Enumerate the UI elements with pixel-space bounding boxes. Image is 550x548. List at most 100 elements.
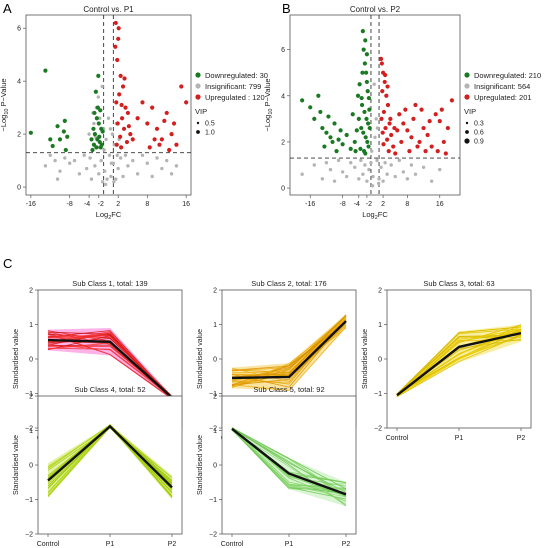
insig-point (112, 180, 116, 184)
insig-point (381, 179, 385, 183)
y-tick-label-2: 4 (281, 93, 285, 100)
y-axis-label: Standardised value (362, 329, 369, 389)
up-point (159, 137, 164, 142)
down-point (364, 79, 370, 85)
insig-point (105, 177, 109, 181)
up-point (384, 93, 389, 98)
insig-point (93, 164, 97, 168)
insig-point (421, 165, 426, 170)
y-tick-label-4: 2 (29, 394, 33, 401)
x-tick-label-0: -16 (26, 201, 36, 208)
up-point (449, 98, 455, 103)
down-point (363, 135, 368, 140)
legend-label-up: Upregulated: 201 (474, 93, 532, 102)
insig-point (58, 169, 62, 173)
insig-point (429, 179, 434, 183)
vip-legend-label-1: 1.0 (205, 130, 215, 137)
insig-point (438, 167, 442, 172)
insig-point (63, 156, 67, 160)
insig-point (92, 121, 96, 126)
y-axis-label: −Log10 P−Value (0, 78, 10, 131)
insig-point (107, 153, 112, 157)
down-point (95, 137, 100, 142)
insig-point (413, 172, 418, 176)
down-point (367, 125, 372, 131)
up-point (382, 79, 387, 85)
x-tick-label-1: P1 (285, 541, 294, 548)
up-point (387, 121, 392, 126)
insig-point (55, 177, 60, 181)
up-point (114, 100, 119, 105)
insig-point (367, 167, 371, 172)
up-point (116, 36, 121, 41)
down-point (361, 130, 366, 135)
y-tick-label-1: −1 (25, 391, 33, 398)
up-point (150, 105, 155, 110)
x-tick-label-1: -8 (67, 201, 73, 208)
insig-point (84, 166, 89, 171)
x-tick-label-1: -8 (340, 201, 346, 208)
insig-point (100, 84, 104, 89)
plot-title: Sub Class 2, total: 176 (251, 279, 326, 288)
y-tick-label-3: 6 (17, 26, 21, 33)
cluster-member-line (231, 427, 347, 490)
vip-legend-marker (464, 138, 470, 144)
insig-point (104, 137, 108, 142)
up-point (433, 112, 438, 117)
x-tick-label-0: Control (37, 541, 60, 548)
insig-point (169, 172, 174, 176)
up-point (117, 92, 122, 97)
down-point (96, 73, 101, 78)
x-axis-label: Log2FC (362, 210, 388, 221)
insig-point (89, 177, 94, 181)
insig-point (98, 116, 102, 120)
y-tick-label-4: 2 (29, 288, 33, 295)
insig-point (115, 153, 119, 157)
vip-legend-label-0: 0.3 (474, 121, 484, 128)
vip-legend-label-2: 0.9 (474, 139, 484, 146)
y-tick-label-1: −1 (209, 497, 217, 504)
insig-point (48, 153, 52, 157)
down-point (365, 139, 370, 145)
y-tick-label-4: 2 (378, 288, 382, 295)
up-point (386, 149, 391, 154)
up-point (140, 100, 145, 105)
insig-point (370, 184, 375, 188)
cluster-centroid-line (396, 331, 522, 397)
insig-point (377, 177, 381, 181)
insig-point (87, 132, 91, 136)
down-point (359, 95, 364, 101)
up-point (164, 110, 169, 116)
down-point (324, 130, 329, 135)
up-point (381, 142, 386, 147)
insig-point (361, 172, 365, 176)
up-point (391, 144, 396, 149)
down-point (48, 137, 53, 142)
cluster-plot-sub3: Sub Class 3, total: 63 −2 −1 0 1 2 Control P1 P2… (362, 279, 532, 442)
up-point (421, 125, 426, 131)
insig-point (88, 156, 92, 160)
up-point (157, 142, 162, 147)
down-legend-marker (195, 72, 201, 78)
cluster-member-line (231, 428, 347, 495)
x-tick-label-2: P2 (168, 541, 177, 548)
cluster-member-line (396, 339, 522, 396)
panel-label-c: C (3, 256, 12, 271)
insig-point (324, 160, 329, 165)
insig-point (131, 158, 135, 163)
up-point (399, 139, 404, 145)
cluster-member-line (231, 314, 347, 378)
plot-frame (289, 14, 461, 196)
down-point (328, 135, 333, 140)
down-point (322, 144, 327, 149)
down-point (338, 128, 343, 133)
plot-title: Sub Class 3, total: 63 (423, 279, 494, 288)
legend-label-insig: Insignificant: 564 (474, 82, 530, 91)
down-point (316, 93, 321, 98)
cluster-centroid-line (47, 338, 173, 399)
volcano-plot-b: Control vs. P2 -16 -8 -4 -2 2 8 16 0 2 4 6 Log2FC −Lo… (263, 5, 541, 221)
y-tick-label-0: −2 (209, 426, 217, 433)
insig-point (96, 95, 101, 99)
insig-point (135, 172, 140, 176)
down-point (364, 52, 370, 57)
